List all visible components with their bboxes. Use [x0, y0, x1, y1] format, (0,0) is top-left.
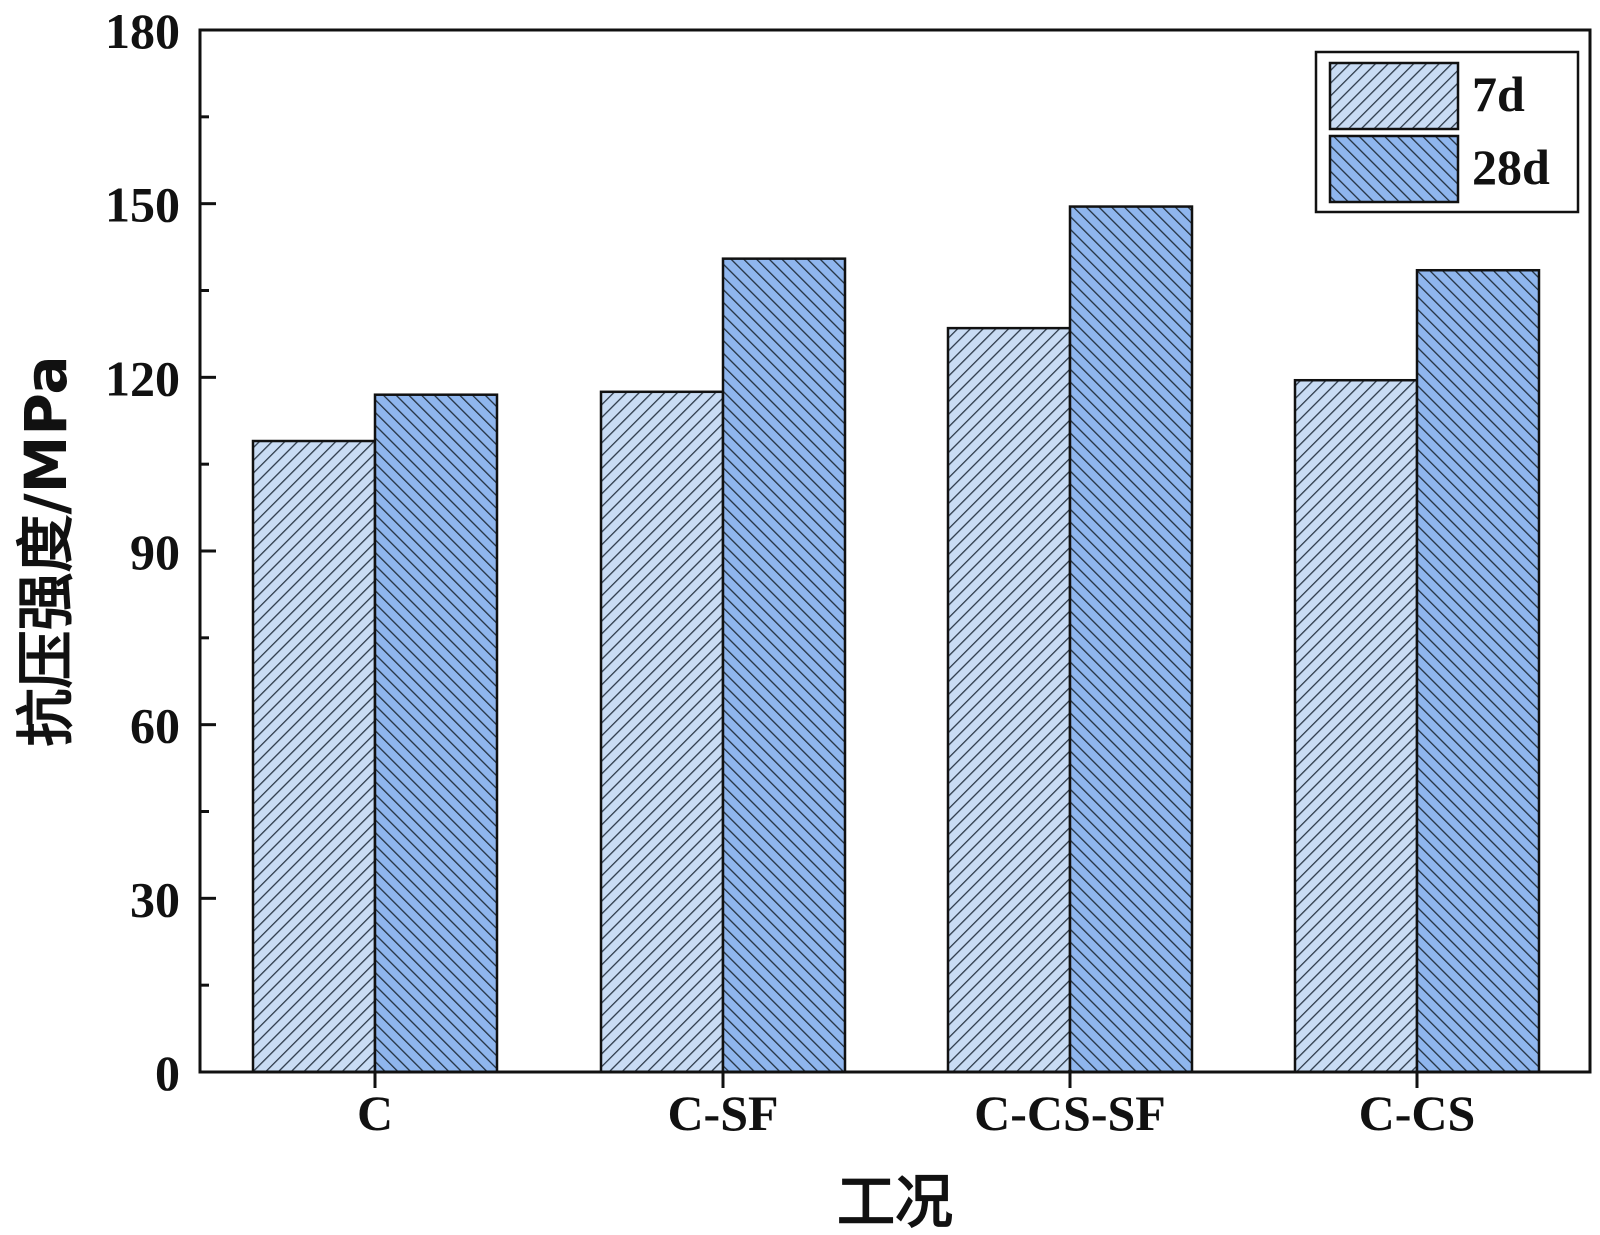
bars-layer	[251, 205, 1541, 1074]
x-axis: C C-SF C-CS-SF C-CS	[357, 1072, 1475, 1141]
y-tick-label: 30	[130, 871, 180, 927]
legend-label-28d: 28d	[1472, 139, 1550, 195]
bar-c-sf-28d	[721, 257, 847, 1074]
y-tick-label: 120	[105, 350, 180, 406]
x-tick-label-c: C	[357, 1085, 393, 1141]
bar-c-cs-sf-28d	[1068, 205, 1194, 1074]
x-tick-label-c-cs: C-CS	[1359, 1085, 1476, 1141]
bar-c-cs-28d	[1415, 268, 1541, 1074]
bar-c-cs-7d	[1293, 378, 1419, 1074]
y-tick-label: 180	[105, 3, 180, 59]
x-axis-title: 工况	[837, 1168, 953, 1235]
bar-c-7d	[251, 439, 377, 1074]
bar-c-sf-7d	[599, 390, 725, 1074]
y-axis: 0 30 60 90 120 150 180	[105, 3, 216, 1101]
y-tick-label: 150	[105, 177, 180, 233]
bar-c-28d	[373, 393, 499, 1074]
y-tick-label: 90	[130, 524, 180, 580]
legend-swatch-28d	[1328, 134, 1460, 204]
y-tick-label: 0	[155, 1045, 180, 1101]
legend-swatch-7d	[1328, 61, 1460, 131]
bar-c-cs-sf-7d	[946, 326, 1072, 1074]
legend-label-7d: 7d	[1472, 66, 1525, 122]
plot-frame	[198, 28, 1592, 1074]
x-tick-label-c-sf: C-SF	[667, 1085, 778, 1141]
x-tick-label-c-cs-sf: C-CS-SF	[974, 1085, 1166, 1141]
y-axis-title: 抗压强度/MPa	[12, 356, 80, 747]
y-tick-label: 60	[130, 698, 180, 754]
